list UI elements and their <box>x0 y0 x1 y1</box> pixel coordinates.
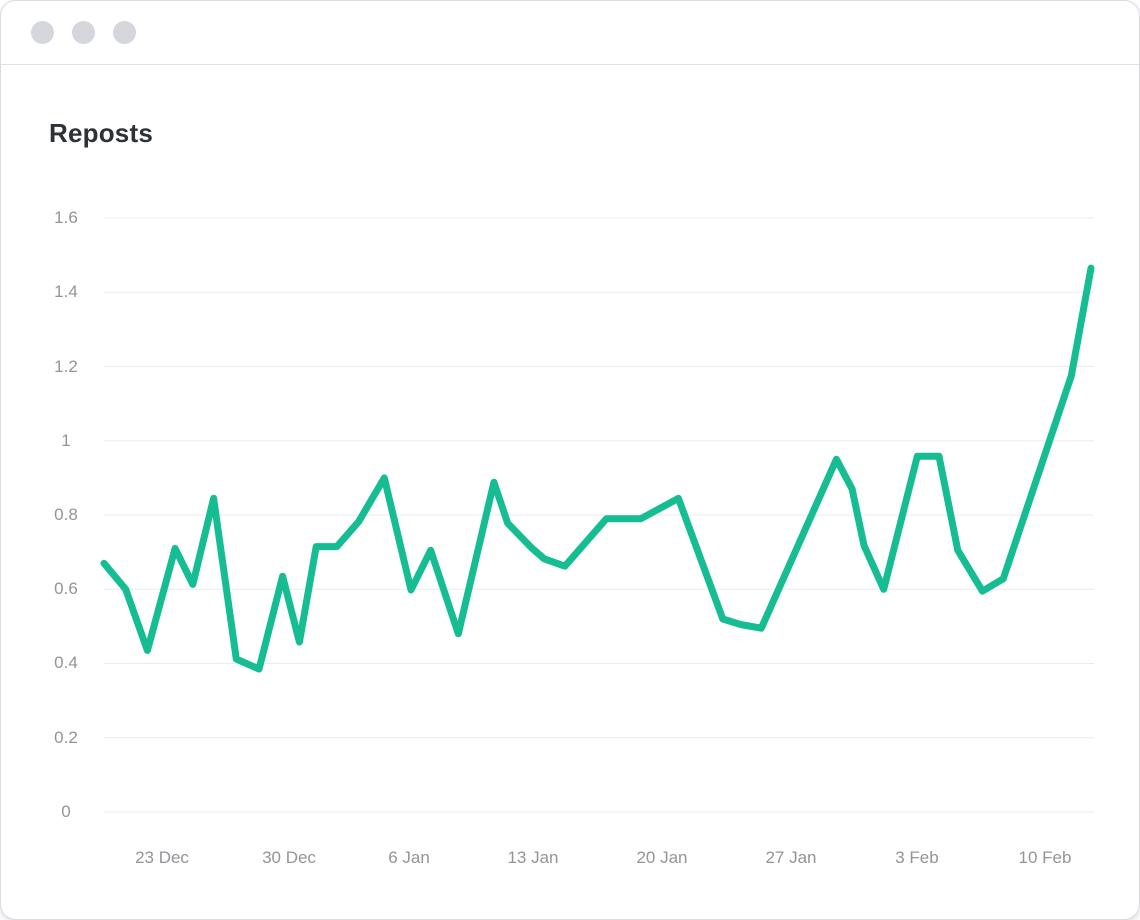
x-axis-label: 10 Feb <box>1018 848 1072 867</box>
y-axis-label: 0.6 <box>54 579 78 598</box>
y-axis-label: 1.6 <box>54 208 78 227</box>
y-axis-label: 1 <box>61 431 71 450</box>
x-axis-label: 3 Feb <box>895 848 939 867</box>
y-axis-label: 0 <box>61 802 71 821</box>
window-dot <box>31 21 54 44</box>
x-axis-label: 13 Jan <box>507 848 559 867</box>
y-axis-label: 0.4 <box>54 653 78 672</box>
reposts-line <box>100 264 1095 673</box>
window-dot <box>113 21 136 44</box>
x-axis-label: 30 Dec <box>262 848 316 867</box>
y-axis-label: 0.2 <box>54 728 78 747</box>
x-axis-label: 20 Jan <box>636 848 688 867</box>
chart-title: Reposts <box>49 118 153 148</box>
window-titlebar <box>1 1 1139 65</box>
x-axis-label: 23 Dec <box>135 848 189 867</box>
y-axis-label: 0.8 <box>54 505 78 524</box>
y-axis-label: 1.2 <box>54 357 78 376</box>
window-dot <box>72 21 95 44</box>
y-axis-label: 1.4 <box>54 282 78 301</box>
x-axis-label: 27 Jan <box>765 848 817 867</box>
x-axis-label: 6 Jan <box>388 848 430 867</box>
